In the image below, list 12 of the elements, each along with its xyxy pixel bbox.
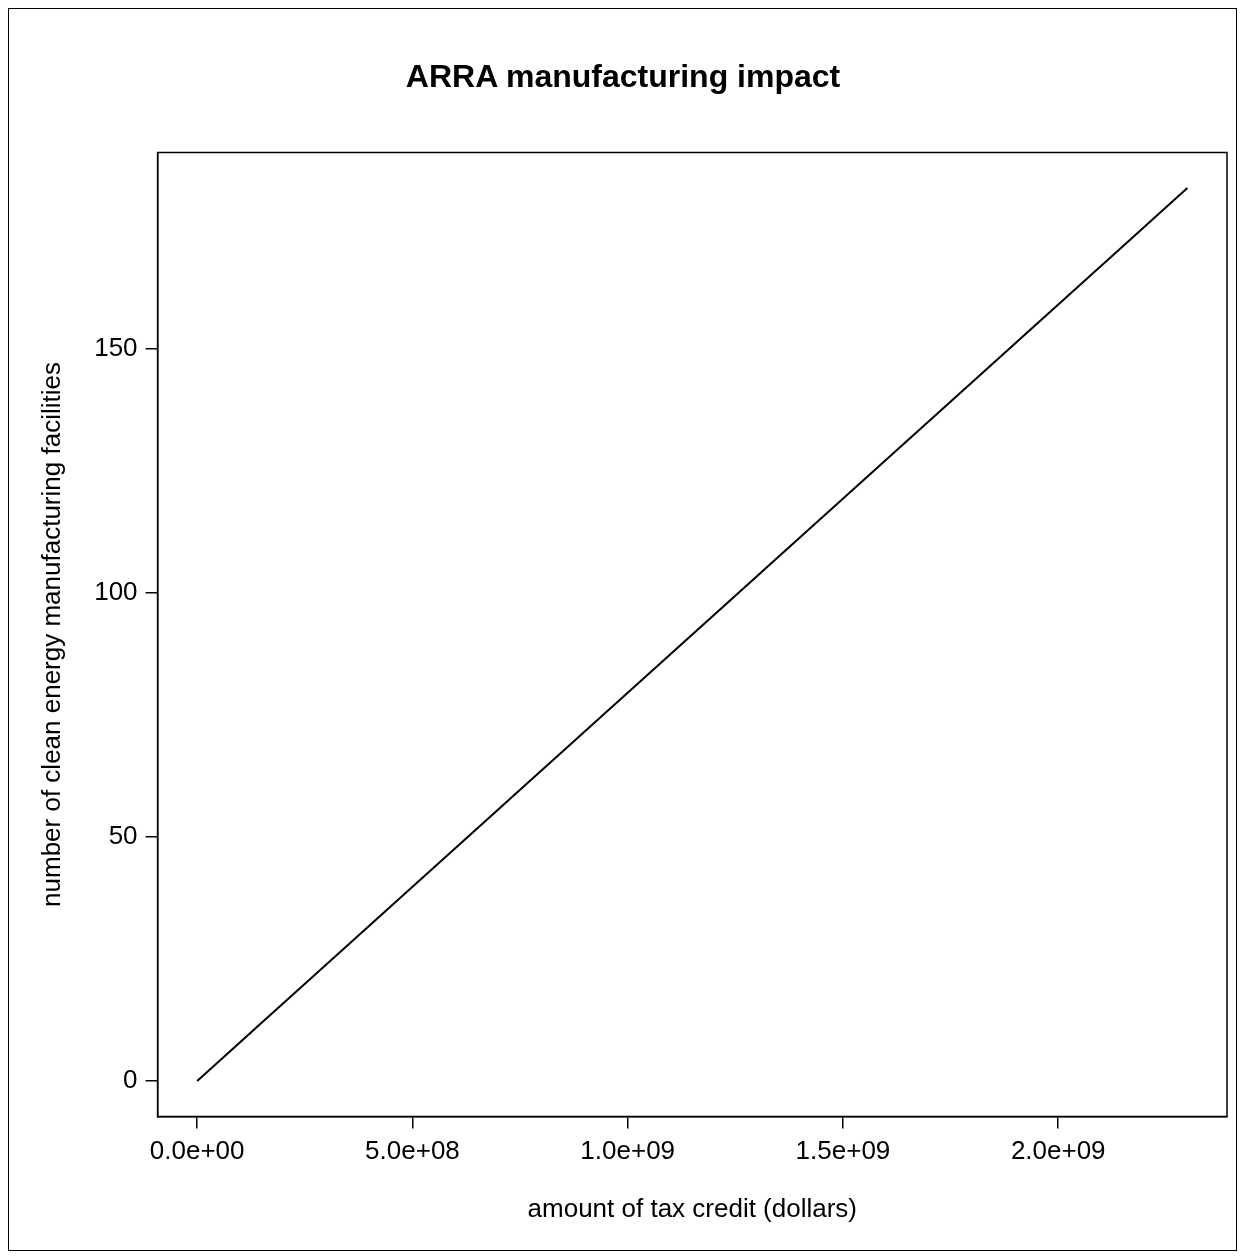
y-tick-label: 150 bbox=[94, 332, 138, 363]
y-tick-label: 50 bbox=[108, 820, 138, 851]
x-tick-label: 0.0e+00 bbox=[149, 1135, 245, 1166]
chart-title: ARRA manufacturing impact bbox=[405, 58, 841, 95]
y-tick-label: 100 bbox=[94, 576, 138, 607]
y-tick-label: 0 bbox=[123, 1064, 138, 1095]
x-axis-title: amount of tax credit (dollars) bbox=[527, 1192, 858, 1223]
x-tick-label: 1.0e+09 bbox=[580, 1135, 676, 1166]
x-tick-label: 5.0e+08 bbox=[365, 1135, 460, 1166]
y-axis-title: number of clean energy manufacturing facilities bbox=[35, 362, 66, 907]
x-tick-label: 2.0e+09 bbox=[1010, 1135, 1106, 1166]
x-tick-label: 1.5e+09 bbox=[795, 1135, 891, 1166]
